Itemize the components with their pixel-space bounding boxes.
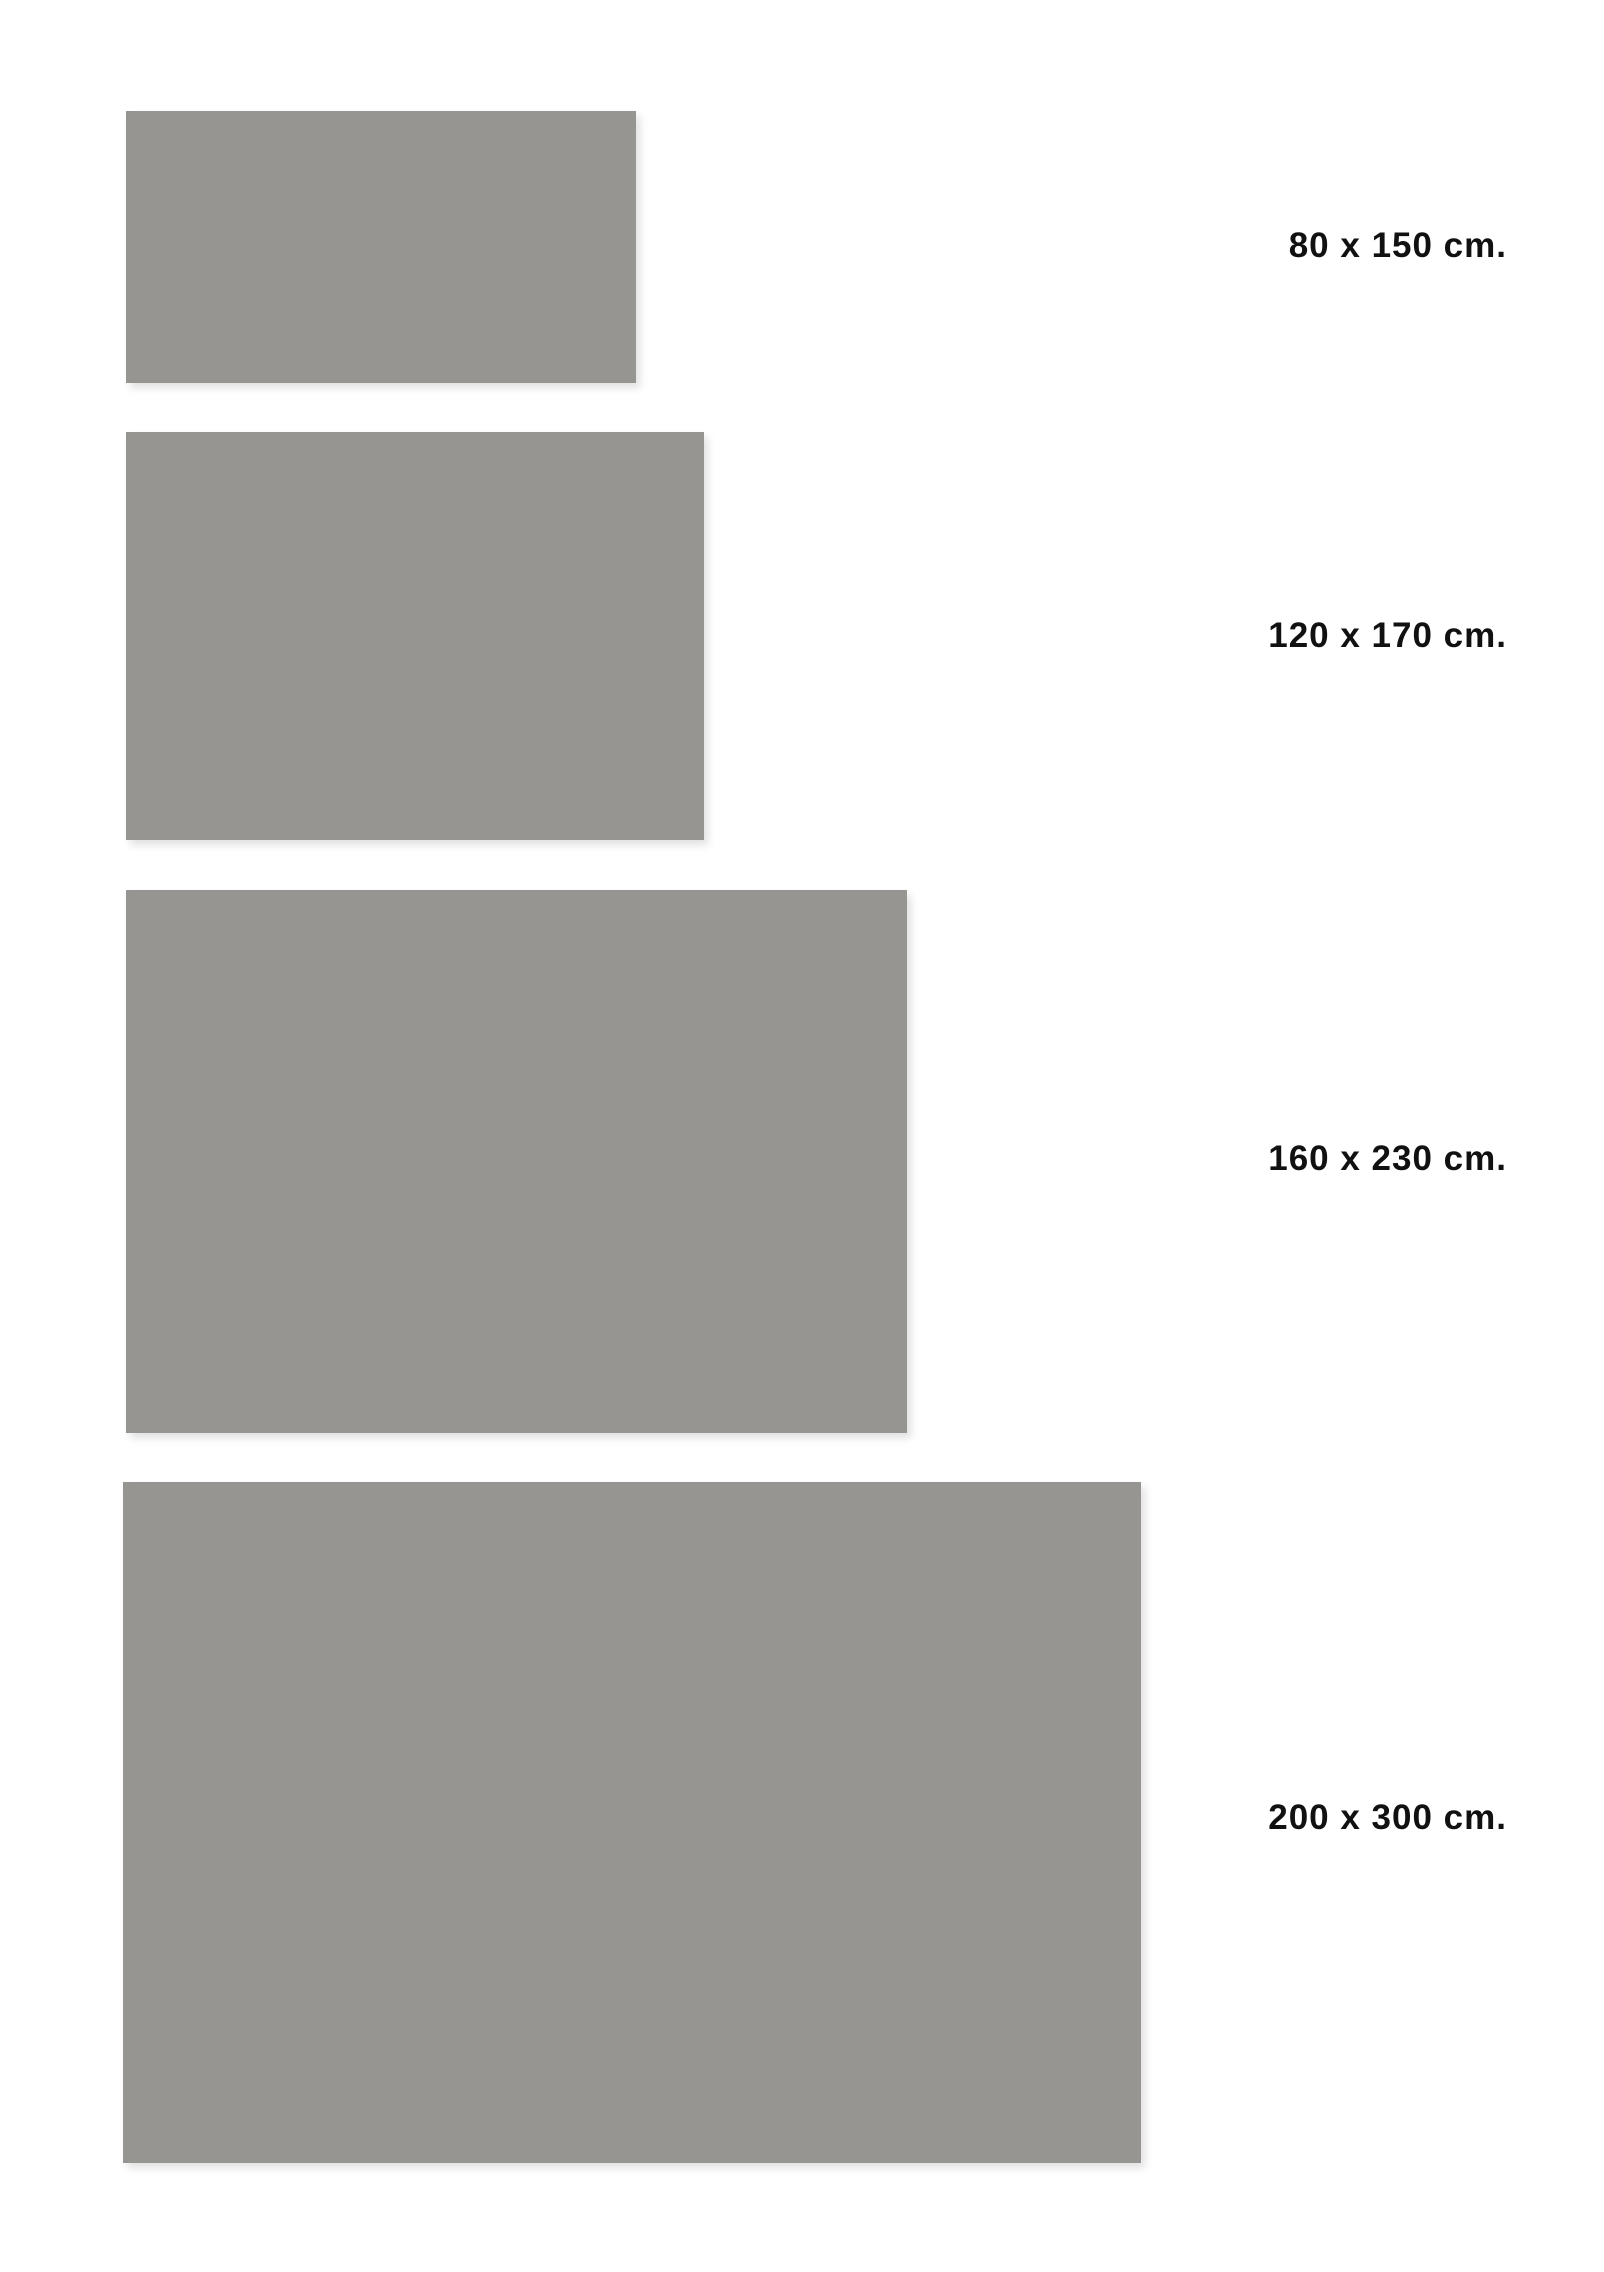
size-label-80x150: 80 x 150 cm. — [1288, 226, 1507, 265]
size-label-120x170: 120 x 170 cm. — [1268, 616, 1507, 655]
rug-size-160x230 — [126, 890, 907, 1433]
size-label-160x230: 160 x 230 cm. — [1268, 1139, 1507, 1178]
size-label-200x300: 200 x 300 cm. — [1268, 1798, 1507, 1837]
rug-size-80x150 — [126, 111, 636, 383]
rug-size-120x170 — [126, 432, 704, 840]
rug-size-200x300 — [123, 1482, 1141, 2163]
